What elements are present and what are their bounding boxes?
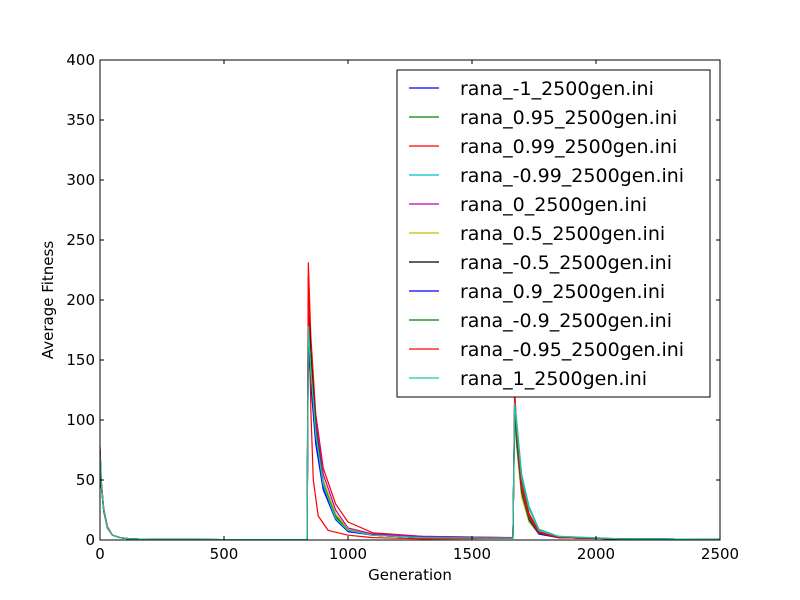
y-tick-label: 100 — [66, 411, 95, 429]
x-tick-label: 2000 — [577, 545, 615, 563]
y-tick-label: 50 — [76, 471, 95, 489]
ticks-layer: 0 500 1000 1500 2000 2500 0 50 100 150 200 250 300 35… — [66, 51, 739, 563]
y-axis-label: Average Fitness — [39, 241, 57, 360]
legend-entry: rana_0.5_2500gen.ini — [460, 223, 665, 245]
y-tick-label: 300 — [66, 171, 95, 189]
x-tick-label: 0 — [95, 545, 105, 563]
y-tick-label: 200 — [66, 291, 95, 309]
series-line-10 — [100, 325, 720, 540]
legend-entry: rana_0.95_2500gen.ini — [460, 107, 677, 129]
x-axis-label: Generation — [368, 566, 452, 584]
x-tick-label: 500 — [210, 545, 239, 563]
y-tick-label: 250 — [66, 231, 95, 249]
x-tick-label: 1500 — [453, 545, 491, 563]
legend-entry: rana_1_2500gen.ini — [460, 368, 647, 390]
legend-entry: rana_0_2500gen.ini — [460, 194, 647, 216]
y-tick-label: 150 — [66, 351, 95, 369]
y-tick-label: 0 — [85, 531, 95, 549]
legend-box — [396, 69, 711, 398]
legend-entry: rana_-0.95_2500gen.ini — [460, 339, 684, 361]
legend-entry: rana_0.9_2500gen.ini — [460, 281, 665, 303]
plot-frame — [99, 59, 721, 541]
legend-entry: rana_-0.9_2500gen.ini — [460, 310, 672, 332]
series-layer — [100, 262, 720, 540]
legend: rana_-1_2500gen.ini rana_0.95_2500gen.ini… — [396, 69, 711, 398]
legend-entry: rana_0.99_2500gen.ini — [460, 136, 677, 158]
legend-entry: rana_-0.5_2500gen.ini — [460, 252, 672, 274]
x-tick-label: 2500 — [701, 545, 739, 563]
legend-entry: rana_-1_2500gen.ini — [460, 78, 654, 100]
y-tick-label: 400 — [66, 51, 95, 69]
x-tick-label: 1000 — [329, 545, 367, 563]
legend-entry: rana_-0.99_2500gen.ini — [460, 165, 684, 187]
y-tick-label: 350 — [66, 111, 95, 129]
